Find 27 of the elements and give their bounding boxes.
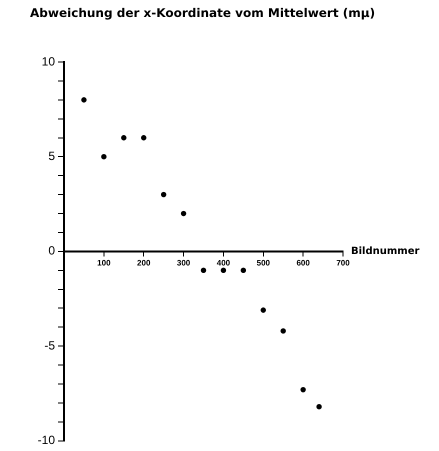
- point: [240, 268, 246, 274]
- x-tick-label: 600: [296, 258, 310, 268]
- point: [121, 135, 126, 140]
- point: [200, 268, 206, 274]
- x-tick-label: 700: [336, 258, 350, 268]
- point: [300, 386, 306, 392]
- y-tick-label: 0: [48, 244, 56, 258]
- point: [101, 154, 107, 160]
- point: [81, 97, 87, 103]
- x-tick-label: 300: [176, 258, 191, 268]
- y-tick-label: 10: [42, 54, 56, 68]
- chart-title: Abweichung der x-Koordinate vom Mittelwert (mμ): [30, 6, 376, 20]
- x-tick-label: 500: [256, 258, 271, 268]
- x-axis-title: Bildnummer: [351, 246, 420, 257]
- point: [280, 328, 286, 334]
- y-tick-label: -5: [44, 338, 56, 352]
- point: [316, 404, 322, 410]
- point: [220, 268, 226, 274]
- point: [180, 210, 186, 216]
- point: [160, 192, 166, 198]
- y-tick-label: 5: [48, 149, 56, 164]
- point: [260, 307, 266, 313]
- x-tick-label: 100: [97, 258, 112, 268]
- x-tick-label: 200: [137, 258, 151, 268]
- x-tick-label: 400: [216, 258, 231, 268]
- point: [141, 135, 146, 140]
- y-tick-label: -10: [38, 433, 56, 448]
